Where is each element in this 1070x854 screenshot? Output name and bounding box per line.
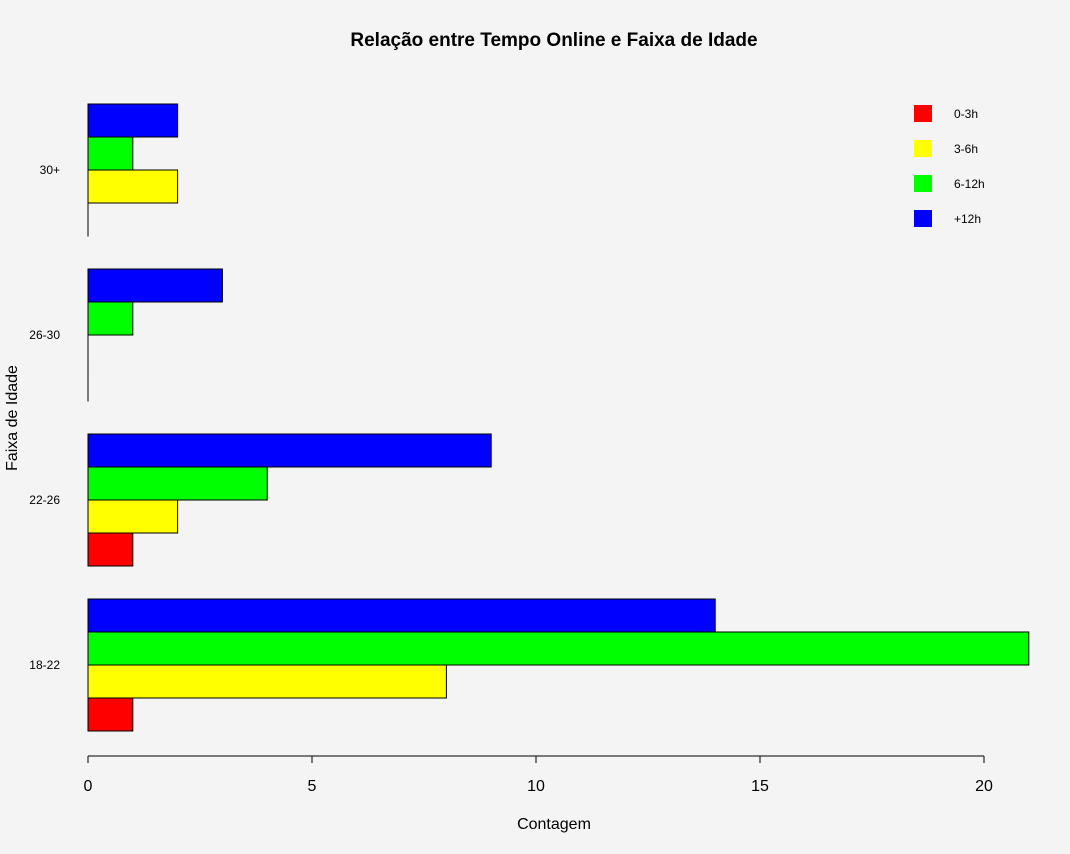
- x-tick-label-10: 10: [527, 778, 545, 795]
- chart-title: Relação entre Tempo Online e Faixa de Id…: [350, 30, 757, 51]
- x-axis-label: Contagem: [517, 816, 591, 833]
- category-labels: 18-22 22-26 26-30 30+: [29, 163, 60, 672]
- y-tick-label-22-26: 22-26: [29, 493, 60, 507]
- y-tick-label-30plus: 30+: [40, 163, 60, 177]
- x-tick-label-20: 20: [975, 778, 993, 795]
- x-tick-label-0: 0: [84, 778, 93, 795]
- bar-18-22-0-3h: [87, 697, 134, 732]
- bar-18-22-plus12h: [87, 598, 716, 633]
- x-tick-label-15: 15: [751, 778, 769, 795]
- bar-18-22-3-6h: [87, 664, 447, 699]
- bar-18-22-6-12h: [87, 631, 1030, 666]
- y-tick-label-26-30: 26-30: [29, 328, 60, 342]
- y-axis-label: Faixa de Idade: [4, 365, 21, 471]
- legend-swatch-6-12h: [914, 175, 932, 192]
- bar-30plus-3-6h: [87, 169, 179, 204]
- legend: 0-3h 3-6h 6-12h +12h: [914, 105, 985, 227]
- legend-label-6-12h: 6-12h: [954, 177, 985, 191]
- bar-26-30-6-12h: [87, 301, 134, 336]
- bar-22-26-0-3h: [87, 532, 134, 567]
- bars-group: [87, 103, 1030, 732]
- legend-label-3-6h: 3-6h: [954, 142, 978, 156]
- bar-22-26-3-6h: [87, 499, 179, 534]
- bar-26-30-plus12h: [87, 268, 223, 303]
- x-tick-label-5: 5: [308, 778, 317, 795]
- bar-22-26-6-12h: [87, 466, 268, 501]
- legend-swatch-plus12h: [914, 210, 932, 227]
- bar-30plus-plus12h: [87, 103, 179, 138]
- legend-label-0-3h: 0-3h: [954, 107, 978, 121]
- x-axis: 0 5 10 15 20: [84, 755, 993, 795]
- legend-swatch-3-6h: [914, 140, 932, 157]
- legend-swatch-0-3h: [914, 105, 932, 122]
- bar-22-26-plus12h: [87, 433, 492, 468]
- y-tick-label-18-22: 18-22: [29, 658, 60, 672]
- bar-30plus-6-12h: [87, 136, 134, 171]
- legend-label-plus12h: +12h: [954, 212, 981, 226]
